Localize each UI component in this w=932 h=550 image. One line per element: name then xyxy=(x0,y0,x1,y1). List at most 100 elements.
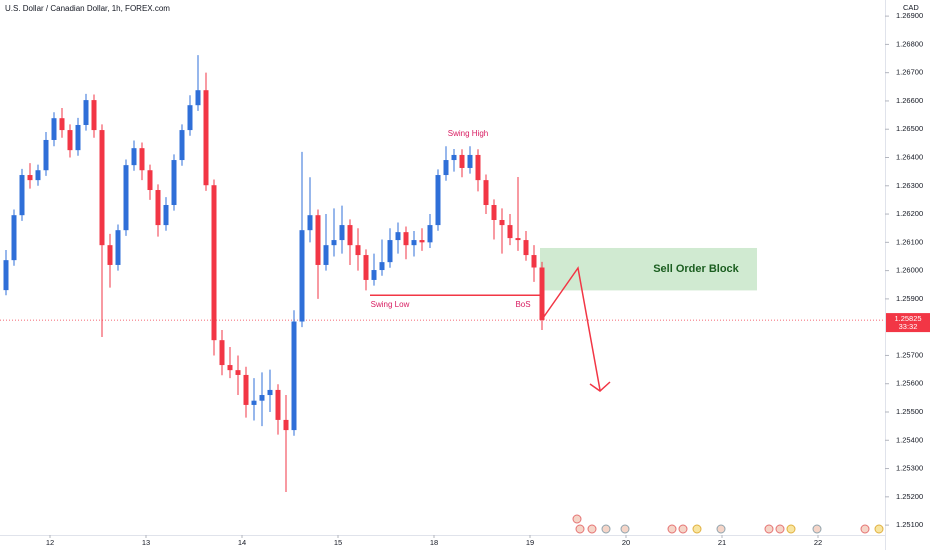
candle-body xyxy=(251,400,257,405)
last-price-tag xyxy=(886,313,930,333)
x-tick-label: 20 xyxy=(622,538,630,547)
y-tick-label: 1.25200 xyxy=(896,492,923,501)
x-tick-label: 12 xyxy=(46,538,54,547)
event-icons xyxy=(572,514,884,534)
candle-body xyxy=(411,240,417,246)
candle-body xyxy=(379,262,385,271)
y-tick-label: 1.25900 xyxy=(896,294,923,303)
candle-body xyxy=(75,124,81,151)
y-tick-label: 1.25300 xyxy=(896,464,923,473)
y-tick-label: 1.25500 xyxy=(896,407,923,416)
candle-body xyxy=(515,238,521,241)
candle-body xyxy=(203,90,209,186)
candle-body xyxy=(523,240,529,256)
x-tick-label: 13 xyxy=(142,538,150,547)
candle-body xyxy=(371,270,377,280)
candle-body xyxy=(331,240,337,246)
annotation: BoS xyxy=(515,300,530,309)
candle-body xyxy=(19,175,25,216)
y-tick-label: 1.26600 xyxy=(896,96,923,105)
candle-body xyxy=(459,154,465,168)
candle-body xyxy=(475,154,481,181)
candle-body xyxy=(299,230,305,322)
candle-body xyxy=(467,154,473,168)
candle-body xyxy=(35,170,41,181)
x-tick-label: 18 xyxy=(430,538,438,547)
candle-body xyxy=(499,219,505,226)
y-tick-label: 1.26500 xyxy=(896,124,923,133)
y-tick-label: 1.25700 xyxy=(896,350,923,359)
x-tick-label: 22 xyxy=(814,538,822,547)
candle-body xyxy=(67,130,73,151)
candle-body xyxy=(355,245,361,256)
y-tick-label: 1.26300 xyxy=(896,181,923,190)
x-tick-label: 19 xyxy=(526,538,534,547)
candle-body xyxy=(27,175,33,181)
candle-body xyxy=(123,165,129,231)
candle-body xyxy=(387,240,393,263)
y-tick-label: 1.25400 xyxy=(896,435,923,444)
candle-body xyxy=(99,130,105,246)
arrow-head xyxy=(589,381,611,392)
candle-body xyxy=(139,148,145,171)
candle-body xyxy=(187,105,193,131)
candle-body xyxy=(451,154,457,161)
y-tick-label: 1.26100 xyxy=(896,237,923,246)
candle-body xyxy=(491,205,497,220)
candle-body xyxy=(211,185,217,341)
candle-body xyxy=(259,395,265,401)
candle-body xyxy=(43,139,49,171)
x-tick-label: 14 xyxy=(238,538,246,547)
candle-body xyxy=(291,321,297,431)
annotation: Swing High xyxy=(448,129,488,138)
candle-body xyxy=(403,232,409,246)
candle-body xyxy=(267,389,273,396)
last-price-label: 1.25825 xyxy=(894,314,921,323)
candle-body xyxy=(323,245,329,265)
candle-body xyxy=(243,374,249,405)
candle-body xyxy=(395,232,401,241)
candle-body xyxy=(419,240,425,243)
candle-body xyxy=(195,90,201,106)
chart-title: U.S. Dollar / Canadian Dollar, 1h, FOREX… xyxy=(5,4,170,13)
y-tick-label: 1.26400 xyxy=(896,152,923,161)
currency-label: CAD xyxy=(903,3,919,12)
candle-body xyxy=(179,130,185,161)
order-block-zone xyxy=(540,247,757,291)
candle-body xyxy=(83,100,89,125)
candle-body xyxy=(427,225,433,243)
projection-arrow xyxy=(542,266,601,391)
candle-body xyxy=(235,370,241,375)
order-block-label: Sell Order Block xyxy=(653,263,739,275)
candle-body xyxy=(483,180,489,206)
candle-body xyxy=(171,160,177,206)
candle-body xyxy=(131,148,137,166)
y-tick-label: 1.25100 xyxy=(896,520,923,529)
candle-body xyxy=(275,389,281,420)
candle-body xyxy=(51,118,57,140)
y-tick-label: 1.26900 xyxy=(896,11,923,20)
y-tick-label: 1.26200 xyxy=(896,209,923,218)
countdown-label: 33:32 xyxy=(899,322,918,331)
y-tick-label: 1.26000 xyxy=(896,266,923,275)
candle-body xyxy=(507,225,513,239)
candle-body xyxy=(315,215,321,265)
x-tick-label: 21 xyxy=(718,538,726,547)
candle-body xyxy=(91,100,97,131)
candle-body xyxy=(227,365,233,371)
y-tick-label: 1.26700 xyxy=(896,68,923,77)
candle-body xyxy=(59,118,65,131)
candle-body xyxy=(307,215,313,231)
candle-body xyxy=(435,175,441,226)
y-tick-label: 1.26800 xyxy=(896,39,923,48)
candle-body xyxy=(163,205,169,226)
candle-body xyxy=(3,260,9,291)
candle-body xyxy=(107,245,113,265)
candle-body xyxy=(115,230,121,265)
candle-body xyxy=(339,225,345,241)
candle-body xyxy=(283,419,289,431)
candle-body xyxy=(219,340,225,366)
candle-body xyxy=(539,267,545,321)
